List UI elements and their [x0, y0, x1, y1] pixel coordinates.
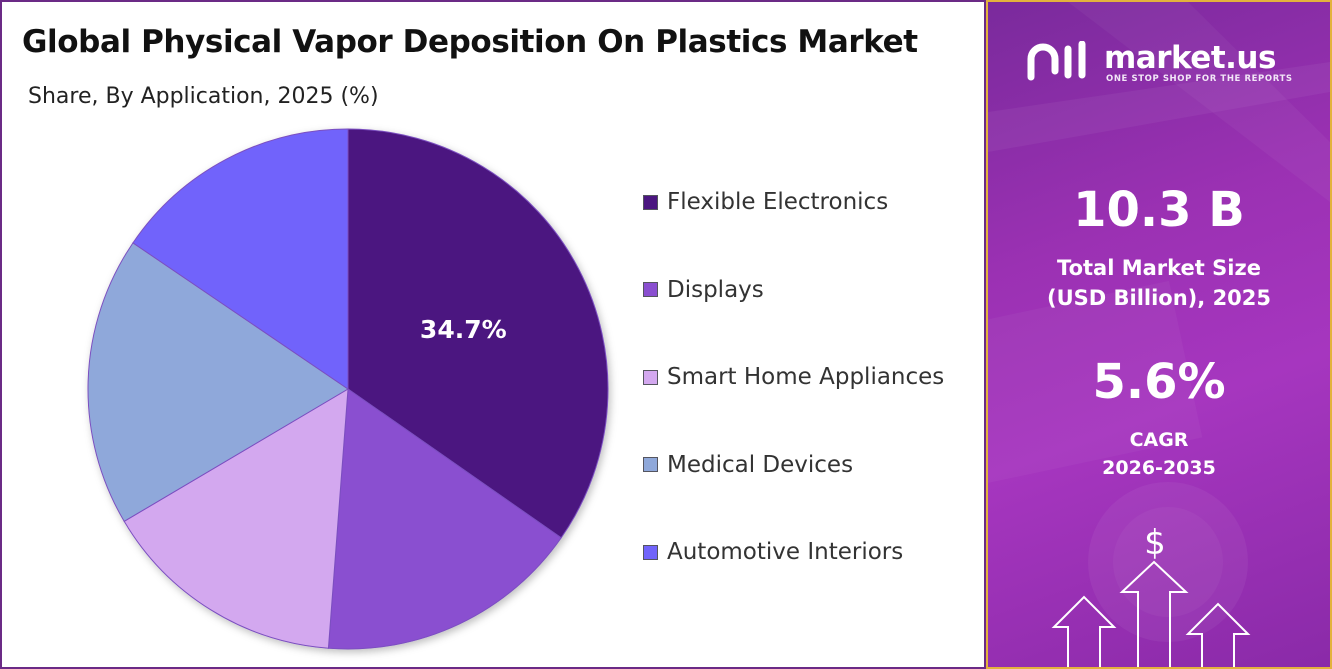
chart-legend: Flexible Electronics Displays Smart Home A… [643, 187, 944, 625]
cagr-value: 5.6% [1092, 354, 1226, 410]
pie-slice-automotive-interiors [132, 128, 349, 390]
legend-swatch [643, 282, 658, 297]
legend-item: Medical Devices [643, 450, 944, 480]
legend-swatch [643, 369, 658, 385]
legend-swatch [643, 544, 658, 560]
growth-arrows-illustration: $ [1051, 523, 1251, 667]
legend-item: Automotive Interiors [643, 537, 944, 567]
summary-panel: market.us ONE STOP SHOP FOR THE REPORTS … [986, 0, 1332, 669]
up-arrow-icon [1051, 595, 1117, 667]
legend-label: Flexible Electronics [667, 189, 889, 215]
chart-title: Global Physical Vapor Deposition On Plas… [22, 24, 918, 60]
pie-slice-smart-home-appliances [123, 388, 349, 649]
market-us-logo-icon [1027, 41, 1086, 81]
legend-swatch [643, 194, 658, 210]
dollar-icon: $ [1144, 523, 1166, 563]
legend-item: Displays [643, 275, 944, 305]
pie-chart: 34.7% [87, 128, 609, 650]
up-arrow-icon [1185, 602, 1251, 667]
brand-logo: market.us ONE STOP SHOP FOR THE REPORTS [1026, 38, 1316, 88]
brand-name: market.us [1104, 40, 1276, 76]
legend-label: Automotive Interiors [667, 539, 904, 565]
market-size-label: Total Market Size [1057, 256, 1261, 280]
up-arrow-icon [1119, 560, 1189, 667]
pie-slice-flexible-electronics [347, 128, 609, 539]
legend-swatch [643, 457, 658, 472]
pie-slice-medical-devices [87, 242, 349, 523]
brand-tagline: ONE STOP SHOP FOR THE REPORTS [1106, 74, 1293, 84]
pie-slice-displays [327, 388, 562, 650]
cagr-period: 2026-2035 [1102, 457, 1216, 479]
legend-label: Displays [667, 276, 764, 303]
market-size-unit-label: (USD Billion), 2025 [1046, 286, 1272, 310]
legend-item: Smart Home Appliances [643, 362, 944, 392]
legend-item: Flexible Electronics [643, 187, 944, 217]
market-size-value: 10.3 B [1073, 182, 1245, 238]
legend-label: Medical Devices [667, 451, 854, 478]
chart-panel: Global Physical Vapor Deposition On Plas… [0, 0, 986, 669]
legend-label: Smart Home Appliances [667, 364, 945, 390]
chart-subtitle: Share, By Application, 2025 (%) [28, 84, 379, 109]
pie-data-label: 34.7% [420, 315, 507, 344]
panel-background-texture [988, 2, 1330, 642]
cagr-label: CAGR [1129, 429, 1189, 451]
